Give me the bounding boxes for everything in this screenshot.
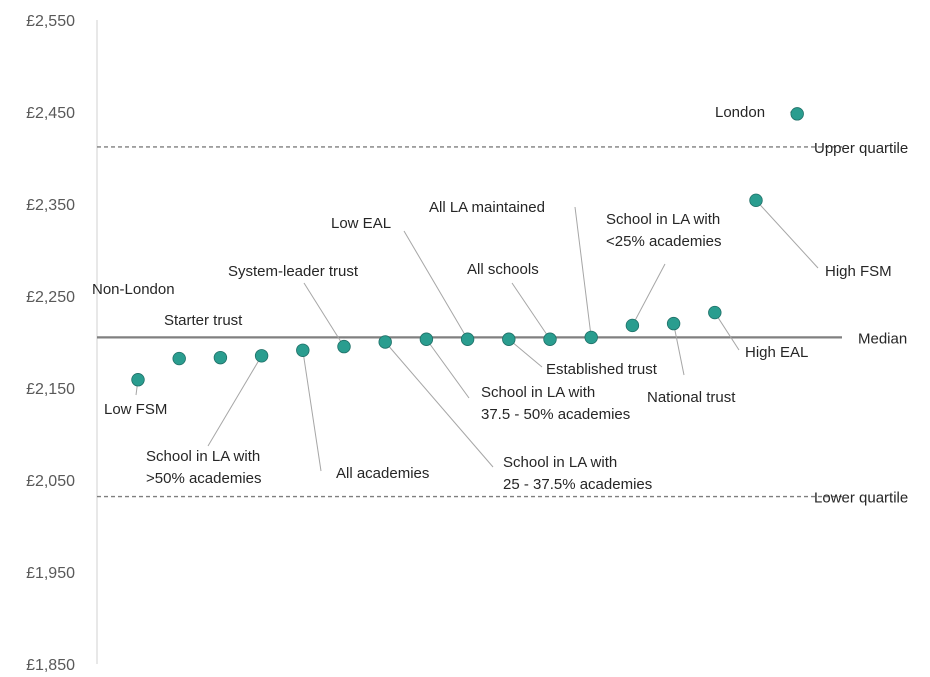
upper-quartile-label: Upper quartile [814, 140, 908, 157]
y-tick-label: £2,450 [26, 105, 75, 122]
point-labels: Low FSM Non-London Starter trust School in … [92, 104, 892, 493]
leader-line [714, 312, 740, 351]
point-label: High EAL [745, 344, 808, 361]
data-point [790, 107, 804, 121]
data-point [131, 373, 145, 387]
data-point [172, 351, 186, 366]
data-point [543, 332, 557, 346]
point-label: Established trust [546, 361, 658, 378]
leader-line [673, 323, 685, 376]
leader-lines [135, 111, 819, 472]
point-label: All schools [467, 261, 539, 278]
point-label: School in LA with <25% academies [606, 211, 722, 250]
data-point [625, 318, 640, 333]
point-label: School in LA with 25 - 37.5% academies [503, 454, 652, 493]
point-label: School in LA with >50% academies [146, 448, 262, 487]
data-point [502, 332, 516, 346]
y-axis: £1,850 £1,950 £2,050 £2,150 £2,250 £2,350 £2,4… [26, 13, 98, 674]
point-label: All LA maintained [429, 199, 545, 216]
point-label: All academies [336, 465, 429, 482]
data-point [213, 350, 228, 365]
point-label: Starter trust [164, 312, 243, 329]
leader-line [574, 206, 592, 338]
data-point [337, 339, 351, 354]
data-point [419, 332, 434, 346]
leader-line [302, 350, 322, 472]
leader-line [508, 338, 543, 368]
leader-line [384, 341, 494, 468]
point-label: National trust [647, 389, 736, 406]
leader-line [303, 282, 345, 347]
y-tick-label: £2,550 [26, 13, 75, 30]
data-point [749, 193, 763, 208]
point-label: School in LA with 37.5 - 50% academies [481, 384, 630, 423]
y-tick-label: £2,250 [26, 289, 75, 306]
y-tick-label: £2,050 [26, 473, 75, 490]
point-label: Low EAL [331, 215, 391, 232]
point-label: Low FSM [104, 401, 167, 418]
data-points [131, 107, 804, 387]
point-label: London [715, 104, 765, 121]
leader-line [425, 338, 470, 399]
data-point [296, 343, 310, 357]
leader-line [207, 355, 263, 447]
point-label: High FSM [825, 263, 892, 280]
y-tick-label: £2,150 [26, 381, 75, 398]
y-tick-label: £1,950 [26, 565, 75, 582]
data-point [254, 349, 269, 363]
lower-quartile-label: Lower quartile [814, 490, 908, 507]
data-point [708, 305, 722, 320]
leader-line [755, 199, 819, 269]
data-point [584, 330, 598, 345]
data-point [666, 316, 681, 331]
leader-line [511, 282, 551, 340]
y-tick-label: £2,350 [26, 197, 75, 214]
leader-line [403, 230, 469, 340]
median-label: Median [858, 330, 907, 347]
point-label: Non-London [92, 281, 175, 298]
point-label: System-leader trust [228, 263, 359, 280]
data-point [378, 335, 392, 349]
reference-lines: Upper quartile Median Lower quartile [97, 140, 908, 507]
y-tick-label: £1,850 [26, 657, 75, 674]
data-point [460, 332, 475, 346]
leader-line [631, 263, 666, 326]
